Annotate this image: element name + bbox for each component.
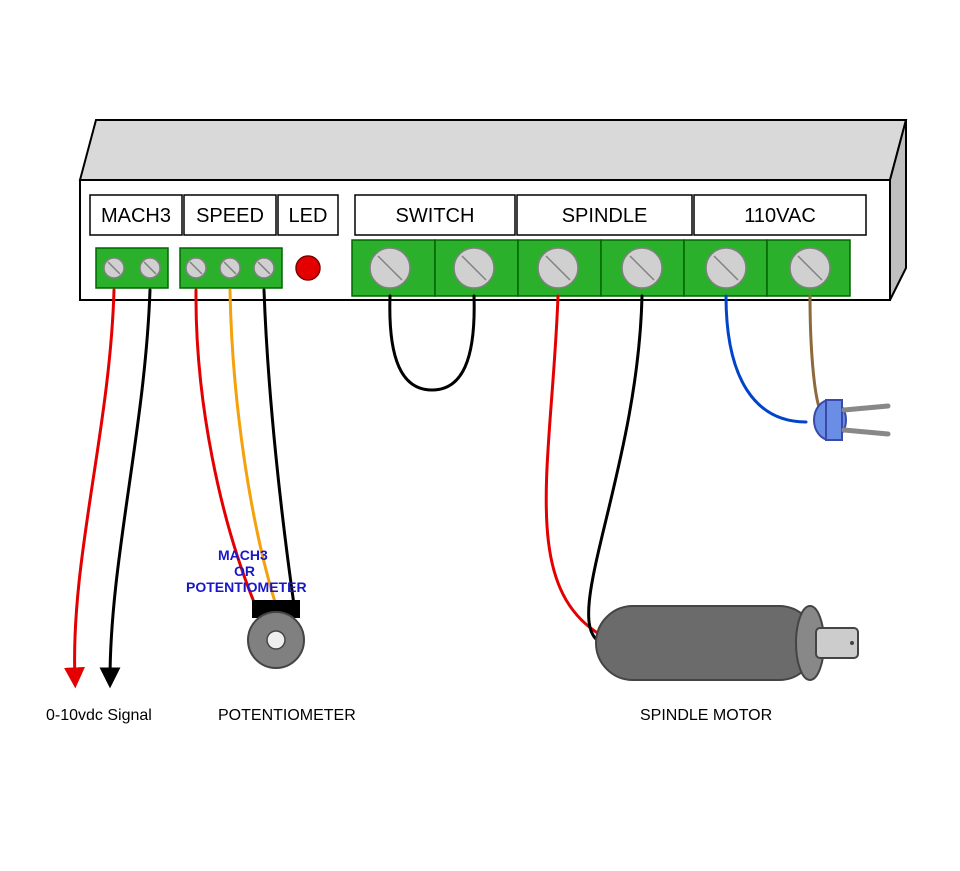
spindle-motor-body <box>596 606 816 680</box>
potentiometer-shaft <box>267 631 285 649</box>
wire-mach3-black <box>110 290 150 680</box>
wire-speed-black <box>264 290 294 605</box>
wire-vac-brown <box>810 296 820 410</box>
wire-spindle-black <box>589 296 642 642</box>
ac-plug-prong-0 <box>844 406 888 410</box>
ac-plug-prong-1 <box>844 430 888 434</box>
ac-plug-neck <box>826 400 842 440</box>
label-switch: SWITCH <box>396 205 475 227</box>
label-110vac: 110VAC <box>744 205 816 227</box>
caption-signal: 0-10vdc Signal <box>46 707 152 724</box>
wire-mach3-red <box>75 290 114 680</box>
label-mach3: MACH3 <box>101 205 171 227</box>
enclosure-top <box>80 120 906 180</box>
caption-mach3-or-1: OR <box>234 563 255 579</box>
caption-potentiometer: POTENTIOMETER <box>218 707 356 724</box>
caption-mach3-or-2: POTENTIOMETER <box>186 579 307 595</box>
label-spindle: SPINDLE <box>562 205 648 227</box>
caption-mach3-or-0: MACH3 <box>218 547 268 563</box>
wire-vac-blue <box>726 296 806 422</box>
label-speed: SPEED <box>196 205 264 227</box>
caption-spindle-motor: SPINDLE MOTOR <box>640 707 772 724</box>
spindle-motor-shaft-hole <box>850 641 854 645</box>
wire-spindle-red <box>546 296 596 632</box>
led-indicator <box>296 256 320 280</box>
label-led: LED <box>289 205 328 227</box>
wire-switch-loop <box>390 296 474 390</box>
wiring-diagram: MACH3 SPEED LED SWITCH SPINDLE 110VAC 0-10vdc … <box>0 0 960 871</box>
